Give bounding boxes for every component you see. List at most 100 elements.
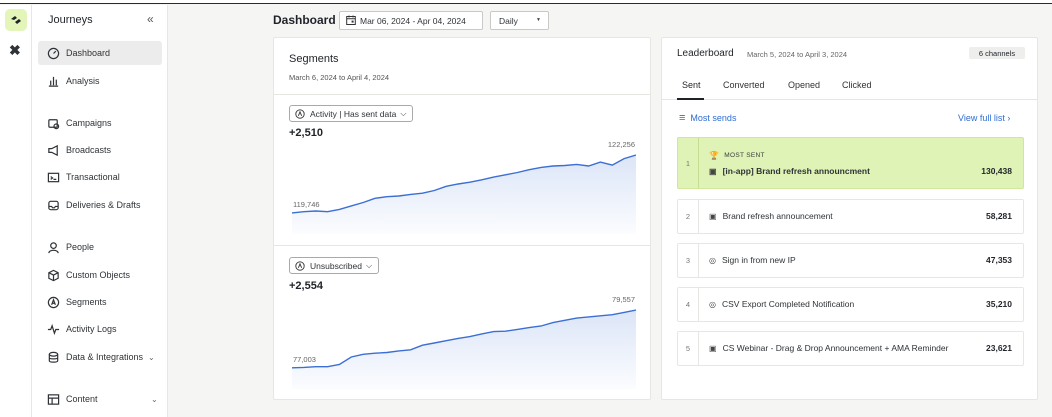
leaderboard-row[interactable]: 2 ▣ Brand refresh announcement 58,281 xyxy=(677,199,1024,234)
tab-clicked[interactable]: Clicked xyxy=(842,80,872,90)
email-icon: ◎ xyxy=(709,255,716,265)
sidebar-item-segments[interactable]: Segments xyxy=(38,290,162,314)
row-name: ◎ CSV Export Completed Notification xyxy=(709,299,854,309)
app-logo-icon[interactable] xyxy=(5,9,27,31)
segment-icon xyxy=(46,295,60,309)
leaderboard-row[interactable]: 4 ◎ CSV Export Completed Notification 35… xyxy=(677,287,1024,322)
in-app-icon: ▣ xyxy=(709,166,717,176)
leaderboard-range: March 5, 2024 to April 3, 2024 xyxy=(747,50,848,59)
tab-converted[interactable]: Converted xyxy=(723,80,765,90)
row-rank: 2 xyxy=(678,200,699,233)
sidebar-item-label: Activity Logs xyxy=(66,324,117,334)
segment-filter-select[interactable]: Activity | Has sent data ⌵ xyxy=(289,105,414,122)
sort-dropdown[interactable]: ≡ Most sends xyxy=(679,111,736,124)
email-icon: ◎ xyxy=(709,299,716,309)
leaderboard-row[interactable]: 1 🏆 MOST SENT ▣ [in-app] Brand refresh a… xyxy=(677,137,1024,189)
row-rank: 1 xyxy=(678,138,699,188)
row-name-text: CS Webinar - Drag & Drop Announcement + … xyxy=(722,343,949,353)
sidebar-item-label: Transactional xyxy=(66,172,120,182)
sidebar-item-label: Dashboard xyxy=(66,48,111,58)
active-tab-indicator xyxy=(677,98,704,100)
row-rank: 4 xyxy=(678,288,699,321)
channels-badge: 6 channels xyxy=(969,47,1025,59)
row-value: 35,210 xyxy=(986,299,1012,309)
page-title: Dashboard xyxy=(273,13,336,27)
sidebar-item-transactional[interactable]: Transactional xyxy=(38,165,162,189)
leaderboard-row[interactable]: 3 ◎ Sign in from new IP 47,353 xyxy=(677,243,1024,278)
activity-icon xyxy=(46,322,60,336)
sidebar-item-analysis[interactable]: Analysis xyxy=(38,69,162,93)
sidebar-item-deliveries[interactable]: Deliveries & Drafts xyxy=(38,193,162,217)
segments-date-range: March 6, 2024 to April 4, 2024 xyxy=(289,73,390,82)
layout-icon xyxy=(46,392,60,406)
row-name: ▣ CS Webinar - Drag & Drop Announcement … xyxy=(709,343,948,353)
collapse-sidebar-icon[interactable]: « xyxy=(147,12,154,26)
segment-filter-label: Activity | Has sent data xyxy=(310,108,397,119)
chart-end-label: 79,557 xyxy=(612,295,635,304)
tab-opened[interactable]: Opened xyxy=(788,80,821,90)
segments-card: Segments March 6, 2024 to April 4, 2024 … xyxy=(273,37,651,400)
chevron-down-icon: ⌵ xyxy=(365,260,373,270)
sidebar-item-custom-objects[interactable]: Custom Objects xyxy=(38,263,162,287)
segment-delta: +2,554 xyxy=(289,280,323,292)
row-rank: 3 xyxy=(678,244,699,277)
chart-series-line xyxy=(291,309,637,369)
leaderboard-card: Leaderboard March 5, 2024 to April 3, 20… xyxy=(661,37,1038,400)
sidebar-item-label: Deliveries & Drafts xyxy=(66,200,141,210)
sidebar-item-label: Campaigns xyxy=(66,118,112,128)
segment-chart-activity: 119,746 122,256 xyxy=(291,140,637,234)
segment-icon xyxy=(295,260,305,271)
sidebar-item-label: Broadcasts xyxy=(66,145,112,155)
sidebar-item-label: Segments xyxy=(66,297,107,307)
sidebar-item-label: People xyxy=(66,242,95,252)
row-name-text: Sign in from new IP xyxy=(721,255,796,265)
sidebar-item-content[interactable]: Content ⌄ xyxy=(38,387,162,411)
sidebar-item-activity-logs[interactable]: Activity Logs xyxy=(38,317,162,341)
leaderboard-row[interactable]: 5 ▣ CS Webinar - Drag & Drop Announcemen… xyxy=(677,331,1024,366)
bar-chart-icon xyxy=(46,74,60,88)
chevron-down-icon: ⌄ xyxy=(151,394,158,404)
sidebar-item-campaigns[interactable]: Campaigns xyxy=(38,111,162,135)
sidebar-item-broadcasts[interactable]: Broadcasts xyxy=(38,138,162,162)
sidebar-item-data-integrations[interactable]: Data & Integrations ⌄ xyxy=(38,345,162,369)
segment-chart-unsubscribed: 77,003 79,557 xyxy=(291,295,637,389)
app-rail: ✖ xyxy=(0,5,32,417)
chart-start-label: 119,746 xyxy=(293,200,320,209)
row-name: ◎ Sign in from new IP xyxy=(709,255,796,265)
segment-delta: +2,510 xyxy=(289,127,323,139)
segment-filter-select[interactable]: Unsubscribed ⌵ xyxy=(289,257,380,274)
most-sent-label: 🏆 MOST SENT xyxy=(709,151,765,160)
row-value: 130,438 xyxy=(981,166,1012,176)
database-icon xyxy=(46,350,60,364)
row-value: 58,281 xyxy=(986,211,1012,221)
calendar-icon xyxy=(346,15,356,27)
row-value: 23,621 xyxy=(986,343,1012,353)
sidebar-item-people[interactable]: People xyxy=(38,235,162,259)
inbox-icon xyxy=(46,198,60,212)
campaigns-icon xyxy=(46,116,60,130)
chevron-right-icon: › xyxy=(1007,113,1011,123)
tab-sent[interactable]: Sent xyxy=(682,80,701,90)
segment-filter-label: Unsubscribed xyxy=(310,260,362,271)
segments-title: Segments xyxy=(289,53,339,65)
view-full-list-link[interactable]: View full list › xyxy=(958,113,1010,123)
megaphone-icon xyxy=(46,143,60,157)
sort-lines-icon: ≡ xyxy=(679,111,686,124)
leaderboard-title: Leaderboard xyxy=(677,48,734,59)
period-select[interactable]: Daily ▼ xyxy=(490,11,549,30)
chart-series-line xyxy=(291,154,637,214)
sidebar-item-dashboard[interactable]: Dashboard xyxy=(38,41,162,65)
dashboard-icon xyxy=(46,46,60,60)
row-name-text: [in-app] Brand refresh announcment xyxy=(722,166,870,176)
integrations-x-icon[interactable]: ✖ xyxy=(9,42,21,58)
top-window-border xyxy=(0,0,1052,4)
sidebar-item-label: Custom Objects xyxy=(66,270,131,280)
row-value: 47,353 xyxy=(986,255,1012,265)
divider xyxy=(274,94,650,95)
date-range-value: Mar 06, 2024 - Apr 04, 2024 xyxy=(360,15,466,26)
in-app-icon: ▣ xyxy=(709,211,717,221)
segment-icon xyxy=(295,108,305,119)
date-range-picker[interactable]: Mar 06, 2024 - Apr 04, 2024 xyxy=(339,11,483,30)
sidebar-item-label: Data & Integrations xyxy=(66,352,144,362)
in-app-icon: ▣ xyxy=(709,343,717,353)
